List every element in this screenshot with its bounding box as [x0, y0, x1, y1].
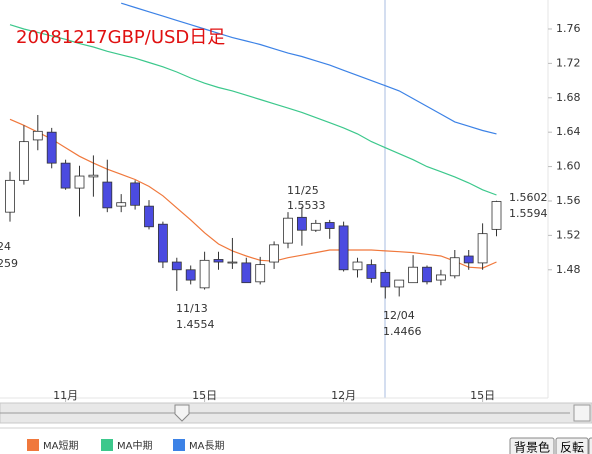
annotation: 1.5594	[509, 207, 548, 220]
y-tick-label: 1.68	[556, 91, 581, 104]
candle-body	[46, 131, 57, 164]
candle-body	[380, 271, 391, 288]
legend-swatch	[101, 439, 113, 451]
candle-body	[408, 266, 419, 284]
button[interactable]	[588, 437, 592, 454]
candle-body	[241, 262, 252, 284]
button[interactable]	[509, 437, 555, 454]
candle-body	[116, 202, 127, 207]
button-label[interactable]: 背景色	[514, 441, 550, 454]
annotation: 1.4466	[383, 325, 422, 338]
candle-body	[5, 179, 15, 213]
candle-body	[255, 264, 266, 283]
ma-line	[121, 2, 497, 135]
candle-body	[199, 259, 210, 289]
x-tick-label: 11月	[53, 389, 78, 402]
legend-swatch	[27, 439, 39, 451]
scroll-thumb[interactable]	[174, 404, 190, 422]
annotation: 11/25	[287, 184, 319, 197]
plot	[5, 2, 502, 299]
candle-body	[74, 175, 85, 189]
legend-swatch	[173, 439, 185, 451]
candle-body	[60, 162, 71, 189]
legend-label: MA短期	[43, 439, 78, 452]
annotation: 1.4554	[176, 318, 215, 331]
x-tick-label: 15日	[192, 389, 217, 402]
candle-body	[171, 261, 182, 271]
candle-body	[310, 222, 321, 231]
buttons: 背景色反転非	[509, 437, 592, 454]
candle-body	[477, 233, 488, 264]
candle-body	[394, 279, 405, 288]
annotation: 12/04	[383, 309, 415, 322]
candle-body	[435, 274, 446, 281]
x-tick-label: 12月	[331, 389, 356, 402]
y-tick-label: 1.72	[556, 56, 581, 69]
candle-body	[32, 130, 43, 141]
candle-body	[366, 264, 377, 279]
legend-label: MA長期	[189, 440, 224, 452]
candle-body	[185, 269, 196, 281]
candle-body	[88, 174, 99, 178]
candle-body	[269, 244, 280, 263]
ma-line	[9, 24, 497, 196]
candle-body	[463, 255, 474, 264]
y-tick-label: 1.52	[556, 228, 581, 241]
button[interactable]	[555, 437, 589, 454]
annotation: 11/13	[176, 302, 208, 315]
candle-body	[296, 216, 307, 231]
candle-body	[491, 201, 502, 230]
candle-body	[227, 261, 238, 264]
y-tick-label: 1.56	[556, 194, 581, 207]
annotation: 1.5602	[509, 191, 548, 204]
legend-label: MA中期	[117, 439, 152, 452]
y-tick-label: 1.48	[556, 263, 581, 276]
candle-body	[352, 261, 363, 271]
y-tick-label: 1.64	[556, 125, 581, 138]
candle-body	[102, 181, 113, 209]
candle-body	[283, 217, 293, 244]
candle-body	[324, 222, 335, 229]
annotation: 1.5533	[287, 199, 326, 212]
y-tick-label: 1.60	[556, 160, 581, 173]
candle-body	[157, 223, 168, 263]
x-tick-label: 15日	[470, 389, 495, 402]
annotation: 24	[0, 240, 11, 253]
legend: MA短期 MA中期 MA長期	[27, 439, 224, 452]
annotation: 259	[0, 257, 18, 270]
candle-body	[338, 225, 349, 271]
y-tick-label: 1.76	[556, 22, 581, 35]
candle-body	[18, 141, 29, 181]
scroll-button[interactable]	[573, 404, 591, 422]
ma-line	[9, 118, 497, 269]
candle-body	[422, 266, 432, 283]
candle-body	[130, 182, 141, 206]
chart-title: 20081217GBP/USD日足	[16, 27, 225, 48]
button-label[interactable]: 反転	[560, 441, 584, 454]
candle-body	[144, 205, 154, 228]
candle-body	[213, 259, 224, 263]
candle-body	[449, 257, 460, 277]
